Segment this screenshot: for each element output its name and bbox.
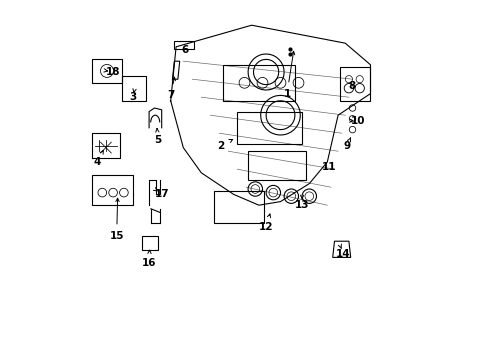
Text: 15: 15 — [109, 231, 123, 241]
Text: 4: 4 — [93, 157, 101, 167]
Text: 7: 7 — [167, 90, 174, 100]
Text: 17: 17 — [154, 189, 169, 199]
Text: 11: 11 — [321, 162, 336, 172]
Text: 8: 8 — [348, 81, 355, 91]
Text: 1: 1 — [283, 89, 290, 99]
Text: 3: 3 — [129, 92, 136, 102]
Text: 9: 9 — [343, 141, 350, 151]
Text: 14: 14 — [336, 249, 350, 259]
Text: 13: 13 — [294, 200, 309, 210]
Text: 10: 10 — [350, 116, 365, 126]
Text: 12: 12 — [258, 222, 273, 232]
Text: 6: 6 — [181, 45, 188, 55]
Text: 16: 16 — [142, 258, 156, 268]
Text: 5: 5 — [154, 135, 162, 145]
Text: 18: 18 — [105, 67, 120, 77]
Text: 2: 2 — [217, 141, 224, 151]
